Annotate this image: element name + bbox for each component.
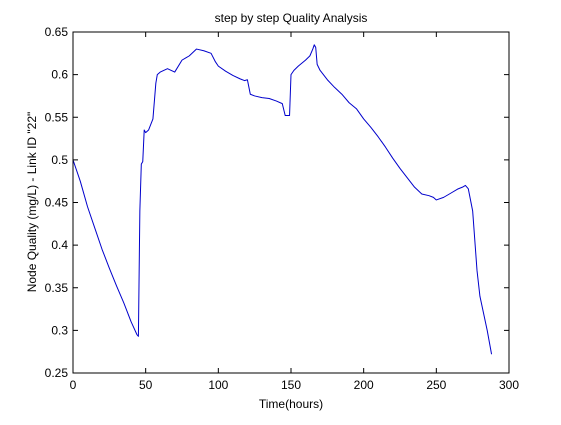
x-tick-label: 50: [139, 378, 153, 392]
chart-title: step by step Quality Analysis: [215, 11, 368, 25]
y-tick-label: 0.35: [45, 281, 69, 295]
x-tick-label: 200: [354, 378, 374, 392]
x-tick-label: 150: [281, 378, 301, 392]
x-tick-label: 0: [70, 378, 77, 392]
y-tick-label: 0.3: [51, 323, 68, 337]
y-tick-label: 0.45: [45, 196, 69, 210]
series-layer: [72, 44, 493, 355]
series-line: [72, 44, 493, 355]
y-tick-label: 0.4: [51, 238, 68, 252]
x-tick-label: 250: [426, 378, 446, 392]
y-tick-label: 0.25: [45, 366, 69, 380]
y-tick-label: 0.6: [51, 68, 68, 82]
plot-area: [73, 32, 509, 373]
x-axis-label: Time(hours): [259, 397, 323, 411]
x-tick-label: 100: [208, 378, 228, 392]
y-tick-label: 0.5: [51, 153, 68, 167]
plot-frame: [72, 31, 510, 374]
y-axis-label: Node Quality (mg/L) - Link ID "22": [25, 112, 39, 293]
tick-layer: 0 50 100 150 200 250 300 0.25 0.3 0.35 0.4 0.45 0.5 0…: [45, 25, 520, 392]
y-tick-label: 0.65: [45, 25, 69, 39]
x-tick-label: 300: [499, 378, 519, 392]
y-tick-label: 0.55: [45, 110, 69, 124]
